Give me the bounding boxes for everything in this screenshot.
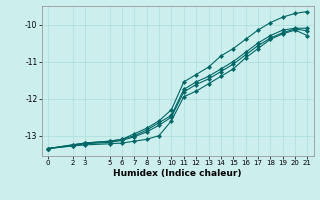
X-axis label: Humidex (Indice chaleur): Humidex (Indice chaleur) <box>113 169 242 178</box>
